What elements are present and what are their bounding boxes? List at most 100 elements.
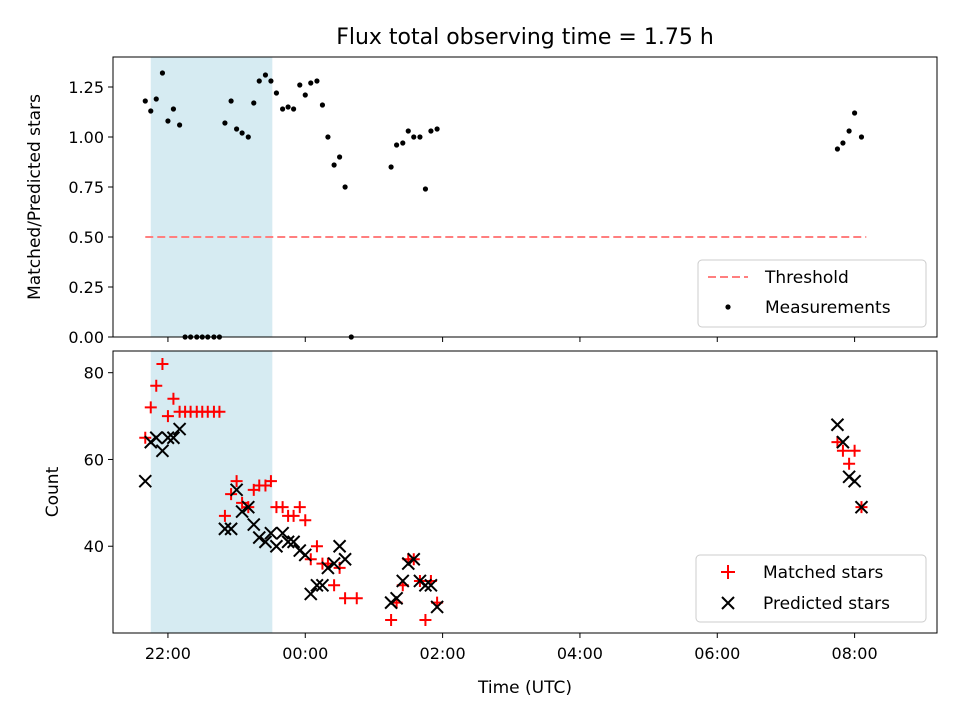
- bottom-y-tick-label: 60: [84, 450, 104, 469]
- bottom-legend: Matched stars Predicted stars: [695, 554, 927, 623]
- measurement-point: [159, 70, 166, 76]
- matched-star-point: [310, 540, 323, 553]
- bottom-y-axis-ticks: 40 60 80: [84, 364, 113, 556]
- measurement-point: [285, 104, 291, 110]
- measurement-point: [262, 72, 269, 78]
- matched-star-point: [161, 410, 174, 423]
- predicted-star-point: [224, 522, 238, 536]
- measurement-point: [268, 78, 274, 84]
- bottom-y-tick-label: 80: [84, 364, 104, 383]
- bottom-legend-box: [695, 554, 927, 623]
- measurement-point: [846, 128, 852, 134]
- measurement-point: [251, 100, 257, 106]
- predicted-star-point: [304, 587, 318, 601]
- top-y-axis-ticks: 0.00 0.25 0.50 0.75 1.00 1.25: [68, 78, 113, 347]
- measurement-point: [153, 96, 159, 102]
- bottom-x-tick-label: 00:00: [282, 644, 328, 663]
- predicted-star-point: [161, 431, 175, 445]
- predicted-star-point: [310, 578, 324, 592]
- matched-star-point: [339, 592, 352, 605]
- matched-star-point: [144, 401, 157, 414]
- measurement-point: [337, 154, 343, 160]
- measurement-point: [177, 122, 183, 128]
- legend-measurements-label: Measurements: [765, 298, 891, 318]
- measurement-point: [331, 162, 337, 168]
- matched-star-point: [385, 613, 398, 626]
- predicted-star-point: [315, 578, 330, 592]
- matched-star-point: [848, 444, 861, 457]
- predicted-star-point: [854, 500, 869, 514]
- predicted-star-point: [396, 574, 410, 588]
- measurement-point: [405, 128, 411, 134]
- predicted-star-point: [166, 431, 181, 445]
- top-legend-box: [697, 259, 927, 328]
- predicted-star-point: [281, 535, 295, 549]
- measurement-point: [840, 140, 846, 146]
- predicted-star-point: [235, 504, 249, 519]
- predicted-star-point: [269, 539, 284, 553]
- matched-star-point: [419, 613, 432, 626]
- predicted-star-point: [218, 522, 232, 536]
- top-y-tick-label: 0.00: [68, 328, 104, 347]
- top-y-tick-label: 0.50: [68, 228, 104, 247]
- predicted-star-point: [424, 578, 438, 592]
- predicted-star-point: [149, 431, 163, 445]
- top-legend: Threshold Measurements: [697, 259, 927, 328]
- legend-predicted-label: Predicted stars: [763, 594, 890, 614]
- measurement-point: [142, 98, 148, 104]
- matched-star-point: [150, 379, 163, 392]
- legend-predicted-swatch: [721, 596, 735, 610]
- measurement-point: [273, 90, 280, 96]
- bottom-x-tick-label: 08:00: [832, 644, 878, 663]
- measurement-point: [239, 130, 245, 136]
- top-y-tick-label: 1.00: [68, 128, 104, 147]
- measurement-point: [314, 78, 320, 84]
- predicted-star-point: [298, 548, 312, 562]
- bottom-x-tick-label: 04:00: [557, 644, 603, 663]
- measurement-point: [400, 140, 406, 146]
- measurement-points: [142, 70, 865, 340]
- measurement-point: [290, 106, 297, 112]
- predicted-star-point: [172, 422, 187, 436]
- measurement-point: [852, 110, 858, 116]
- predicted-star-point: [830, 418, 845, 432]
- measurement-point: [170, 106, 177, 112]
- top-chart-title: Flux total observing time = 1.75 h: [336, 25, 714, 50]
- matched-star-point: [156, 358, 169, 371]
- measurement-point: [297, 82, 303, 88]
- measurement-point: [280, 106, 286, 112]
- measurement-point: [245, 134, 251, 140]
- predicted-star-point: [241, 500, 255, 514]
- bottom-y-axis-label: Count: [43, 466, 63, 517]
- predicted-star-point: [332, 539, 347, 553]
- matched-star-point: [264, 475, 277, 488]
- predicted-star-point: [418, 578, 433, 592]
- measurement-point: [308, 80, 314, 86]
- matched-star-point: [218, 509, 231, 522]
- measurement-point: [234, 126, 240, 132]
- bottom-panel: 40 60 80 22:00 00:00 02:00 04:00 06:00 08:00 Co…: [43, 350, 938, 698]
- bottom-x-tick-label: 06:00: [694, 644, 740, 663]
- matched-star-point: [299, 514, 312, 527]
- measurement-point: [858, 134, 865, 140]
- predicted-star-points: [138, 418, 869, 614]
- predicted-star-point: [389, 591, 404, 605]
- predicted-star-point: [155, 444, 170, 458]
- matched-star-point: [213, 405, 226, 418]
- matched-star-point: [167, 392, 180, 405]
- measurement-point: [422, 186, 429, 192]
- bottom-y-tick-label: 40: [84, 537, 104, 556]
- top-y-axis-label: Matched/Predicted stars: [25, 94, 45, 300]
- predicted-star-point: [430, 600, 444, 614]
- measurement-point: [417, 134, 423, 140]
- measurement-point: [388, 164, 394, 170]
- measurement-point: [148, 108, 154, 114]
- bottom-x-axis-ticks: 22:00 00:00 02:00 04:00 06:00 08:00: [145, 633, 878, 663]
- predicted-star-point: [138, 474, 152, 488]
- matched-star-point: [831, 436, 844, 449]
- x-axis-label: Time (UTC): [477, 678, 572, 698]
- bottom-x-tick-label: 02:00: [420, 644, 466, 663]
- measurement-point: [256, 78, 262, 84]
- predicted-star-point: [321, 561, 335, 575]
